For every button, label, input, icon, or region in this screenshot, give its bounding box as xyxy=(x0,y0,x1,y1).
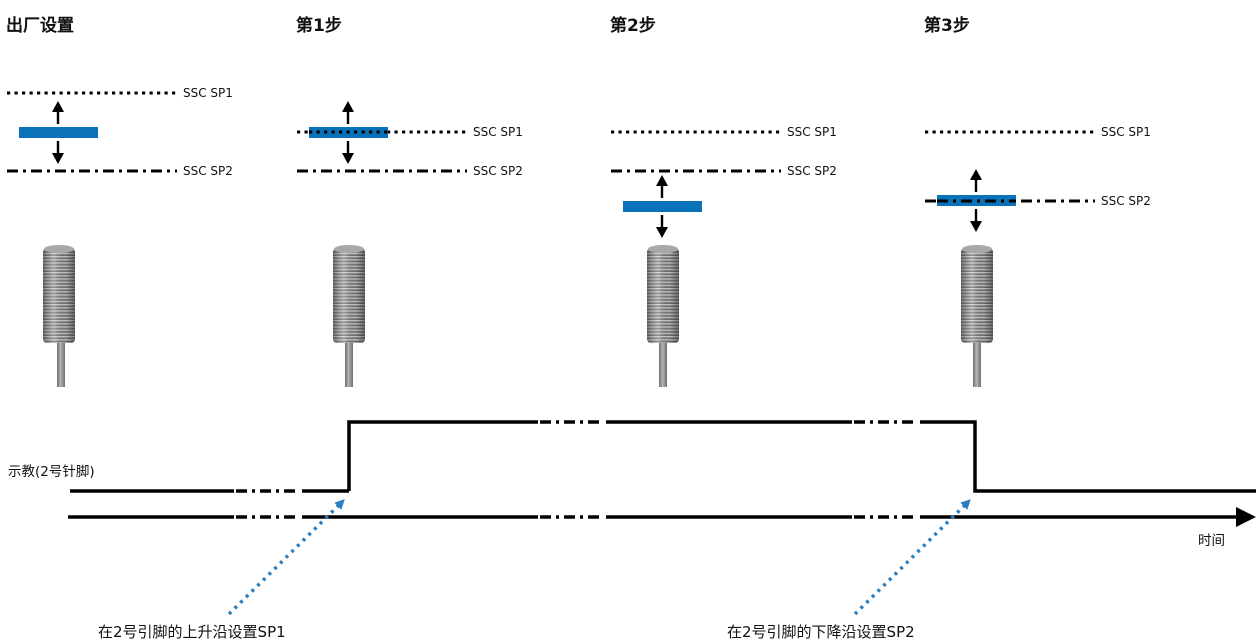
sp2-label: SSC SP2 xyxy=(473,164,523,178)
arrow-down-icon xyxy=(52,141,64,164)
sp2-label: SSC SP2 xyxy=(183,164,233,178)
rising-edge-note: 在2号引脚的上升沿设置SP1 xyxy=(98,623,286,641)
falling-edge-note: 在2号引脚的下降沿设置SP2 xyxy=(727,623,915,641)
step-title-3: 第3步 xyxy=(924,15,970,36)
panel-step-2: SSC SP1 SSC SP2 xyxy=(611,125,837,387)
target-object xyxy=(19,127,98,138)
panel-factory: SSC SP1 SSC SP2 xyxy=(7,86,233,387)
sensor-icon xyxy=(647,245,679,387)
arrow-up-icon xyxy=(342,101,354,124)
rising-edge-pointer xyxy=(227,499,345,616)
step-title-2: 第2步 xyxy=(610,15,656,36)
sp2-label: SSC SP2 xyxy=(787,164,837,178)
arrow-down-icon xyxy=(656,215,668,238)
arrow-up-icon xyxy=(970,169,982,192)
arrow-up-icon xyxy=(656,175,668,198)
time-arrow-icon xyxy=(1236,507,1256,527)
sp1-label: SSC SP1 xyxy=(183,86,233,100)
target-object xyxy=(623,201,702,212)
arrow-up-icon xyxy=(52,101,64,124)
time-axis-label: 时间 xyxy=(1198,533,1225,549)
sp1-label: SSC SP1 xyxy=(1101,125,1151,139)
sensor-icon xyxy=(333,245,365,387)
arrow-down-icon xyxy=(342,141,354,164)
sp1-label: SSC SP1 xyxy=(473,125,523,139)
teach-signal-waveform xyxy=(70,420,1256,493)
step-title-factory: 出厂设置 xyxy=(6,15,74,36)
target-object xyxy=(937,195,1016,206)
falling-edge-pointer xyxy=(853,499,971,616)
sp2-label: SSC SP2 xyxy=(1101,194,1151,208)
arrow-down-icon xyxy=(970,209,982,232)
sensor-icon xyxy=(43,245,75,387)
sensor-icon xyxy=(961,245,993,387)
step-title-1: 第1步 xyxy=(296,15,342,36)
teach-signal-label: 示教(2号针脚) xyxy=(8,464,95,480)
panel-step-3: SSC SP1 SSC SP2 xyxy=(925,125,1151,387)
sp1-label: SSC SP1 xyxy=(787,125,837,139)
panel-step-1: SSC SP1 SSC SP2 xyxy=(297,101,523,387)
